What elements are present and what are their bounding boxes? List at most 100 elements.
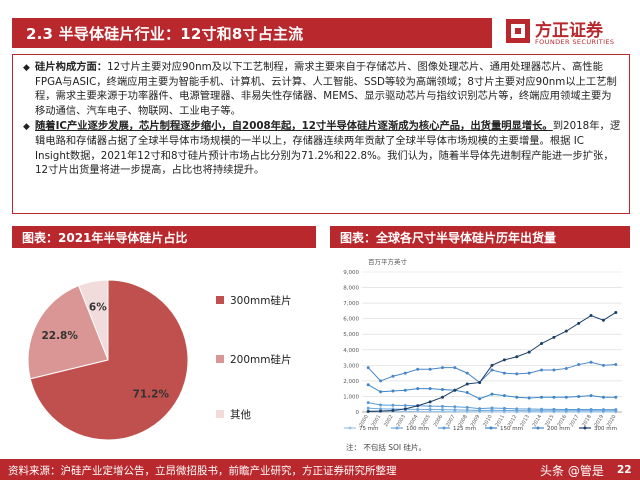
line-point [502,358,506,362]
paragraph-wafer-composition: ◆ 硅片构成方面：12寸片主要对应90nm及以下工艺制程，需求主要来自于存储芯片… [23,60,621,118]
line-legend-label: 300 mm [594,426,617,432]
line-legend-marker [536,426,540,430]
line-legend-marker [395,426,399,430]
line-point [403,403,407,407]
line-point [465,405,469,409]
line-legend-label: 150 mm [500,426,523,432]
line-point [490,363,494,367]
line-legend-label: 100 mm [406,426,429,432]
line-point [490,368,494,372]
line-point [515,372,519,376]
paragraph-lead: 硅片构成方面： [35,61,108,73]
line-point [515,355,519,359]
line-point [453,408,457,412]
line-x-tick-label: 2002 [383,414,395,428]
line-x-tick-label: 2011 [495,414,507,428]
line-point [601,408,605,412]
line-point [614,395,618,399]
line-x-tick-label: 2006 [433,414,445,428]
line-point [403,409,407,413]
line-point [403,407,407,411]
line-point [502,394,506,398]
line-x-tick-label: 2005 [420,414,432,428]
line-point [601,318,605,322]
line-x-tick-label: 2003 [396,414,408,428]
line-point [490,392,494,396]
page-number: 22 [617,464,632,476]
bullet-diamond-icon: ◆ [23,63,30,73]
line-point [416,404,420,408]
line-legend-label: 75 mm [359,426,378,432]
line-point [379,407,383,411]
paragraph-lead: 随着IC产业逐步发展，芯片制程逐步缩小，自2008年起，12寸半导体硅片逐渐成为… [35,120,553,133]
line-point [577,408,581,412]
line-point [490,406,494,410]
line-point [540,407,544,411]
line-point [564,329,568,333]
line-point [440,404,444,408]
line-point [527,407,531,411]
footer-bar: 资料来源：沪硅产业定增公告，立昂微招股书，前瞻产业研究，方正证券研究所整理 头条… [0,461,640,480]
line-point [614,310,618,314]
pie-legend-swatch [216,410,224,418]
line-point [515,407,519,411]
line-point [428,408,432,412]
line-point [478,397,482,401]
line-chart-header: 图表：全球各尺寸半导体硅片历年出货量 [330,226,630,248]
line-point [465,371,469,375]
line-y-tick-label: 4,000 [343,348,359,354]
line-chart-title: 图表：全球各尺寸半导体硅片历年出货量 [340,230,557,245]
line-point [379,390,383,394]
line-point [478,407,482,411]
header-bar: 2.3 半导体硅片行业：12寸和8寸占主流 [12,18,492,48]
line-point [403,388,407,392]
line-point [614,408,618,412]
line-legend-marker [348,426,352,430]
line-point [465,382,469,386]
line-point [440,387,444,391]
line-point [440,408,444,412]
line-point [577,394,581,398]
line-point [527,371,531,375]
line-point [552,368,556,372]
line-point [540,368,544,372]
line-point [540,342,544,346]
line-x-tick-label: 2018 [581,414,593,428]
line-point [552,335,556,339]
pie-slice-0 [29,279,189,441]
line-point [403,371,407,375]
pie-legend-label: 300mm硅片 [230,294,292,307]
line-point [564,408,568,412]
pie-value-label: 22.8% [41,330,78,342]
line-x-tick-label: 2009 [470,414,482,428]
pie-legend-label: 200mm硅片 [230,353,292,366]
line-point [366,410,370,414]
line-point [589,408,593,412]
line-point [564,395,568,399]
line-point [465,408,469,412]
line-point [589,314,593,318]
line-point [428,404,432,408]
line-x-tick-label: 2010 [482,414,494,428]
line-point [614,363,618,367]
line-point [379,379,383,383]
line-point [428,367,432,371]
pie-legend-label: 其他 [230,408,251,421]
line-point [428,400,432,404]
line-point [391,374,395,378]
line-point [465,391,469,395]
footer-divider [0,459,640,461]
line-point [527,396,531,400]
line-point [416,407,420,411]
pie-value-label: 71.2% [133,389,170,401]
line-point [552,407,556,411]
line-unit-label: 百万平方英寸 [368,257,408,266]
line-point [440,366,444,370]
line-y-tick-label: 1,000 [343,394,359,400]
line-legend-marker [489,426,493,430]
line-y-tick-label: 7,000 [343,301,359,307]
line-legend-marker [583,426,587,430]
line-x-tick-label: 2020 [606,414,618,428]
pie-value-label: 6% [89,302,107,314]
line-x-tick-label: 2004 [408,414,420,428]
